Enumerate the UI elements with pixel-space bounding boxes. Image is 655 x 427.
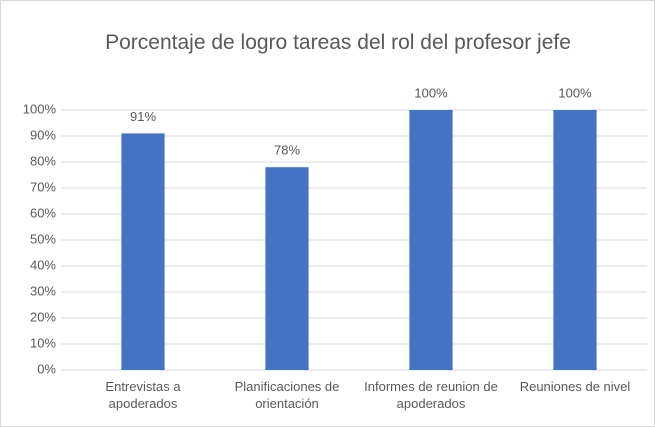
y-tick-label: 30%: [30, 283, 56, 298]
y-tick-label: 0%: [37, 361, 56, 376]
y-tick-label: 20%: [30, 309, 56, 324]
x-tick-label: Reuniones de nivel: [519, 379, 631, 394]
y-tick-label: 50%: [30, 231, 56, 246]
y-tick-label: 10%: [30, 335, 56, 350]
data-label: 100%: [558, 85, 592, 100]
data-label: 91%: [130, 109, 156, 124]
y-tick-label: 100%: [23, 101, 57, 116]
x-tick-label: Informes de reunion de apoderados: [364, 379, 498, 411]
y-tick-label: 60%: [30, 205, 56, 220]
data-label: 100%: [414, 85, 448, 100]
y-tick-label: 80%: [30, 153, 56, 168]
bar: [553, 110, 597, 370]
bar: [265, 167, 309, 370]
x-tick-label: Planificaciones de orientación: [234, 379, 340, 411]
y-tick-label: 40%: [30, 257, 56, 272]
y-tick-label: 70%: [30, 179, 56, 194]
chart-title: Porcentaje de logro tareas del rol del p…: [105, 31, 571, 54]
y-tick-label: 90%: [30, 127, 56, 142]
bar: [121, 133, 165, 370]
data-label: 78%: [274, 143, 300, 158]
bar: [409, 110, 453, 370]
x-tick-label: Entrevistas a apoderados: [105, 379, 181, 411]
